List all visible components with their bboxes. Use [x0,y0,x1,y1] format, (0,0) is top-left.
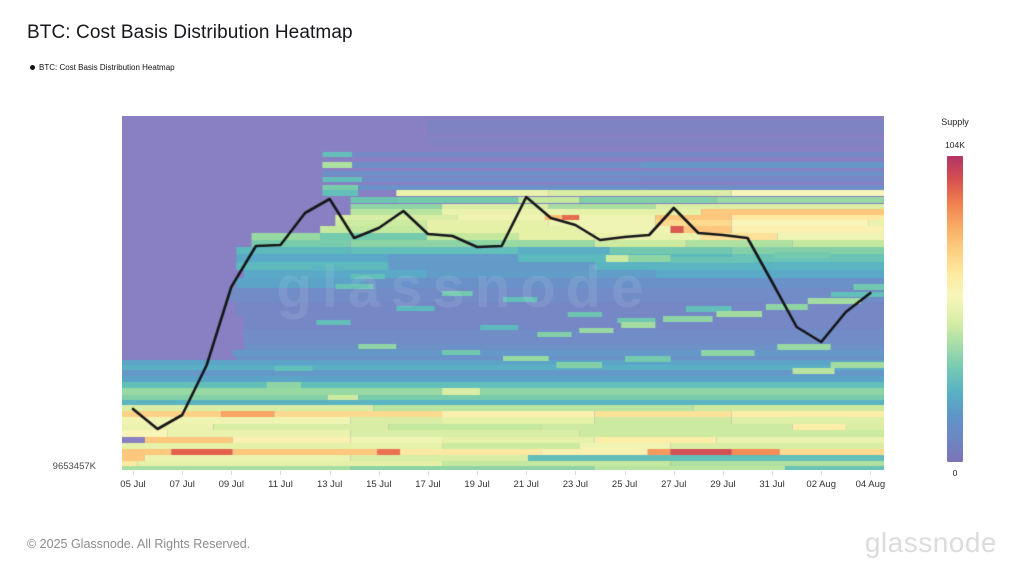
x-axis: 05 Jul 07 Jul 09 Jul 11 Jul 13 Jul 15 Jul 17 J… [120,470,886,496]
x-axis-tick-mark [624,471,626,475]
x-axis-tick-mark [280,471,282,475]
x-axis-tick-mark [821,471,823,475]
colorbar-max-label: 104K [945,140,965,150]
x-axis-tick-label: 27 Jul [661,479,687,490]
x-axis-tick-label: 15 Jul [366,479,392,490]
x-axis-tick-label: 13 Jul [316,479,343,490]
legend-marker-icon [30,65,35,70]
x-axis-tick-mark [722,471,724,475]
x-axis-tick-label: 02 Aug [806,479,836,490]
x-axis-tick-mark [870,471,872,475]
page-title: BTC: Cost Basis Distribution Heatmap [27,22,353,43]
legend-item[interactable]: BTC: Cost Basis Distribution Heatmap [30,63,175,72]
legend-label: BTC: Cost Basis Distribution Heatmap [39,63,175,72]
x-axis-tick-label: 25 Jul [611,479,638,490]
x-axis-tick-label: 09 Jul [218,479,244,490]
brand-watermark: glassnode [864,527,997,558]
heatmap-canvas[interactable] [122,116,884,470]
x-axis-tick-label: 11 Jul [268,479,293,490]
x-axis-tick-label: 17 Jul [415,479,441,490]
x-axis-tick-mark [772,471,774,475]
heatmap-plot: glassnode [122,116,884,470]
x-axis-tick-mark [673,471,675,475]
colorbar-title: Supply [941,117,969,127]
x-axis-tick-label: 23 Jul [562,479,589,490]
x-axis-tick-label: 31 Jul [759,479,785,490]
y-axis-label: 9653457K [52,461,96,472]
x-axis-tick-label: 05 Jul [120,479,146,490]
x-axis-tick-mark [329,471,331,475]
x-axis-tick-label: 07 Jul [169,479,195,490]
x-axis-tick-mark [526,471,528,475]
x-axis-tick-label: 19 Jul [464,479,490,490]
x-axis-tick-mark [427,471,429,475]
x-axis-tick-mark [477,471,479,475]
x-axis-tick-mark [575,471,577,475]
colorbar-gradient [947,156,963,462]
copyright-text: © 2025 Glassnode. All Rights Reserved. [27,537,251,551]
x-axis-tick-label: 21 Jul [513,479,539,490]
x-axis-tick-mark [182,471,184,475]
x-axis-tick-mark [378,471,380,475]
x-axis-tick-label: 04 Aug [855,479,886,490]
x-axis-tick-label: 29 Jul [710,479,736,490]
x-axis-tick-mark [231,471,233,475]
x-axis-tick-mark [132,471,134,475]
colorbar-min-label: 0 [952,468,958,478]
